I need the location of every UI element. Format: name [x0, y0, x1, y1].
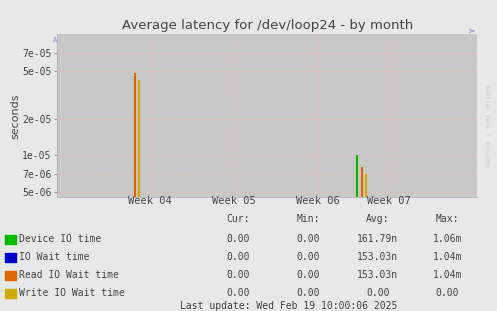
- Text: 0.00: 0.00: [296, 234, 320, 244]
- Text: Week 05: Week 05: [212, 196, 255, 206]
- Text: 0.00: 0.00: [227, 234, 250, 244]
- Text: 0.00: 0.00: [296, 252, 320, 262]
- Text: 0.00: 0.00: [227, 252, 250, 262]
- Text: 1.04m: 1.04m: [432, 270, 462, 280]
- Text: 0.00: 0.00: [227, 270, 250, 280]
- Text: Read IO Wait time: Read IO Wait time: [19, 270, 119, 280]
- Text: Cur:: Cur:: [227, 214, 250, 224]
- Text: 153.03n: 153.03n: [357, 270, 398, 280]
- Text: Week 07: Week 07: [367, 196, 411, 206]
- Text: 0.00: 0.00: [296, 270, 320, 280]
- Text: Last update: Wed Feb 19 10:00:06 2025: Last update: Wed Feb 19 10:00:06 2025: [179, 301, 397, 311]
- Y-axis label: seconds: seconds: [11, 93, 21, 139]
- Text: 1.04m: 1.04m: [432, 252, 462, 262]
- Text: 0.00: 0.00: [296, 288, 320, 298]
- Text: Write IO Wait time: Write IO Wait time: [19, 288, 125, 298]
- Text: Max:: Max:: [435, 214, 459, 224]
- Text: 1.06m: 1.06m: [432, 234, 462, 244]
- Text: 153.03n: 153.03n: [357, 252, 398, 262]
- Text: Week 04: Week 04: [128, 196, 171, 206]
- Text: RRDTOOL / TOBI OETIKER: RRDTOOL / TOBI OETIKER: [486, 83, 491, 166]
- Text: 161.79n: 161.79n: [357, 234, 398, 244]
- Text: 0.00: 0.00: [227, 288, 250, 298]
- Text: Avg:: Avg:: [366, 214, 390, 224]
- Text: Min:: Min:: [296, 214, 320, 224]
- Text: 0.00: 0.00: [435, 288, 459, 298]
- Text: 0.00: 0.00: [366, 288, 390, 298]
- Text: Week 06: Week 06: [296, 196, 339, 206]
- Text: IO Wait time: IO Wait time: [19, 252, 89, 262]
- Text: Device IO time: Device IO time: [19, 234, 101, 244]
- Title: Average latency for /dev/loop24 - by month: Average latency for /dev/loop24 - by mon…: [121, 19, 413, 32]
